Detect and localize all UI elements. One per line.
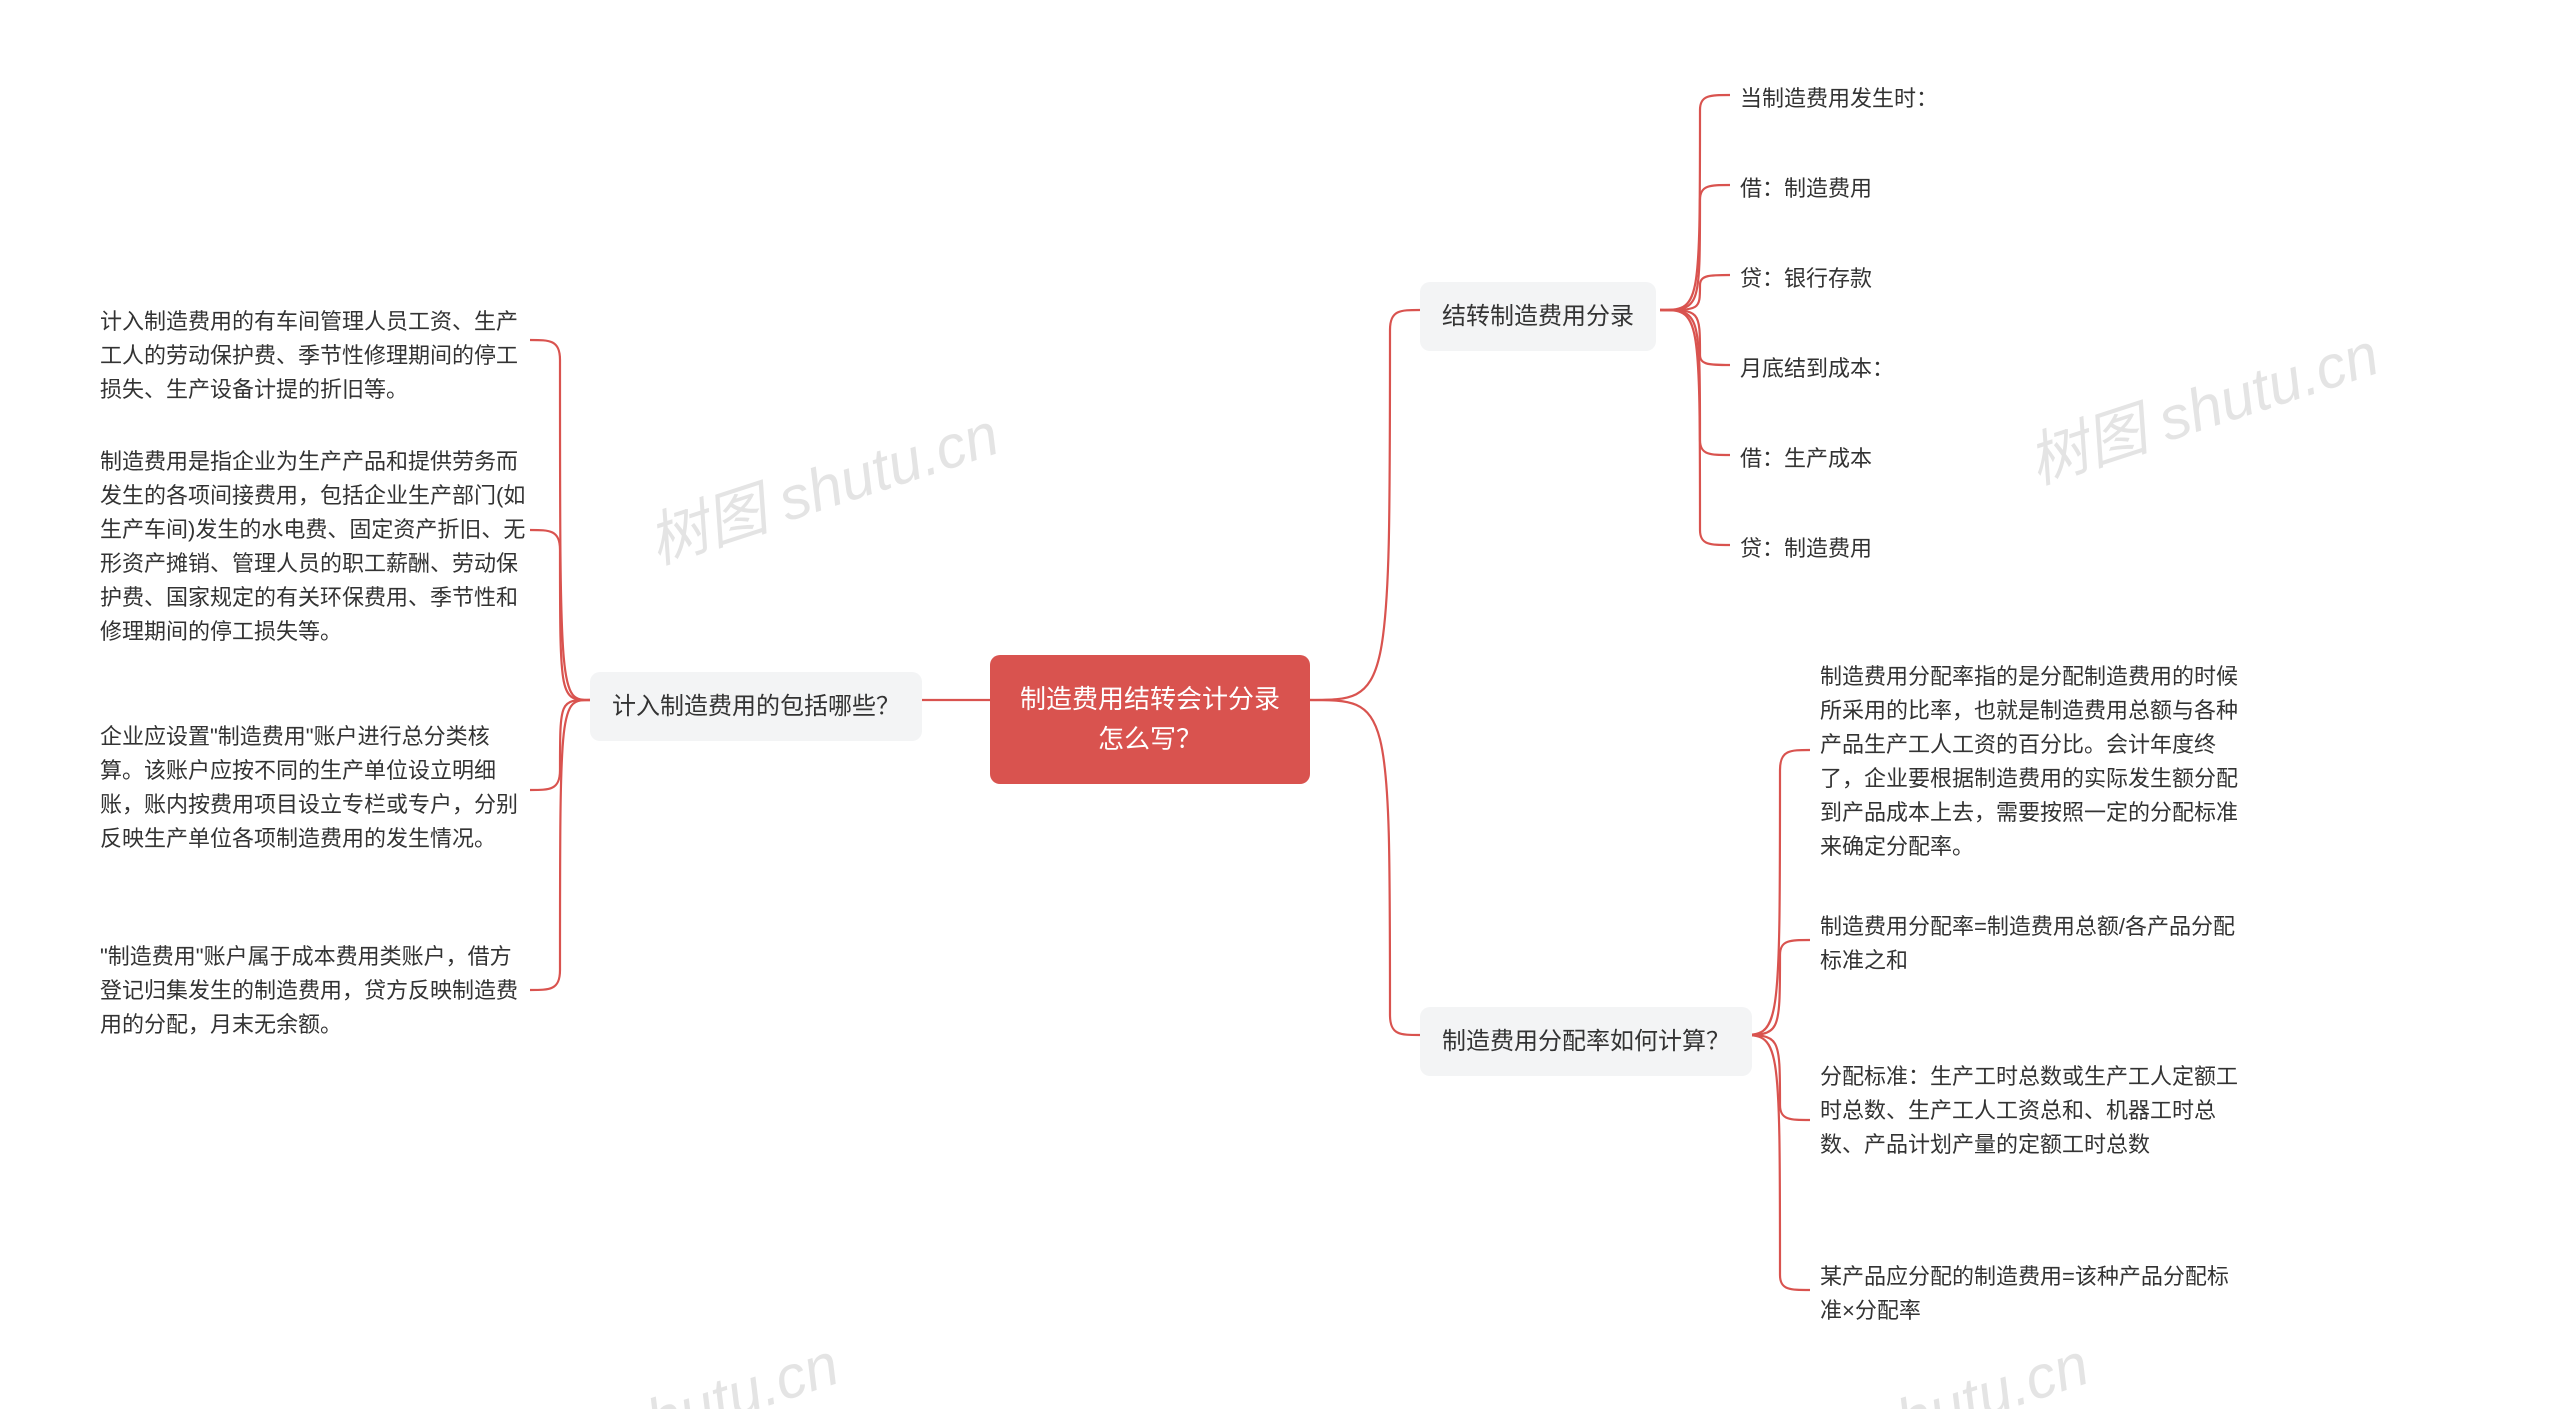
root-label: 制造费用结转会计分录怎么写？: [1020, 684, 1280, 754]
branch-right-0-label: 结转制造费用分录: [1442, 303, 1634, 330]
leaf-r0-3: 月底结到成本：: [1740, 352, 1894, 386]
branch-left-label: 计入制造费用的包括哪些？: [612, 693, 900, 720]
leaf-r0-5: 贷：制造费用: [1740, 532, 1872, 566]
leaf-left-3: "制造费用"账户属于成本费用类账户，借方登记归集发生的制造费用，贷方反映制造费用…: [100, 940, 530, 1042]
leaf-r1-3: 某产品应分配的制造费用=该种产品分配标准×分配率: [1820, 1260, 2250, 1328]
watermark: 树图 shutu.cn: [475, 1316, 848, 1409]
leaf-r0-2: 贷：银行存款: [1740, 262, 1872, 296]
branch-left: 计入制造费用的包括哪些？: [590, 672, 922, 741]
watermark: 树图 shutu.cn: [1725, 1316, 2098, 1409]
leaf-r0-0: 当制造费用发生时：: [1740, 82, 1938, 116]
leaf-r1-0: 制造费用分配率指的是分配制造费用的时候所采用的比率，也就是制造费用总额与各种产品…: [1820, 660, 2250, 865]
branch-right-1-label: 制造费用分配率如何计算？: [1442, 1028, 1730, 1055]
mindmap-canvas: 树图 shutu.cn 树图 shutu.cn 树图 shutu.cn 树图 s…: [0, 0, 2560, 1409]
branch-right-1: 制造费用分配率如何计算？: [1420, 1007, 1752, 1076]
leaf-r0-4: 借：生产成本: [1740, 442, 1872, 476]
watermark: 树图 shutu.cn: [635, 386, 1008, 581]
leaf-r1-2: 分配标准：生产工时总数或生产工人定额工时总数、生产工人工资总和、机器工时总数、产…: [1820, 1060, 2250, 1162]
leaf-r0-1: 借：制造费用: [1740, 172, 1872, 206]
watermark: 树图 shutu.cn: [2015, 306, 2388, 501]
leaf-left-2: 企业应设置"制造费用"账户进行总分类核算。该账户应按不同的生产单位设立明细账，账…: [100, 720, 530, 856]
leaf-left-1: 制造费用是指企业为生产产品和提供劳务而发生的各项间接费用，包括企业生产部门(如生…: [100, 445, 530, 650]
leaf-left-0: 计入制造费用的有车间管理人员工资、生产工人的劳动保护费、季节性修理期间的停工损失…: [100, 305, 530, 407]
leaf-r1-1: 制造费用分配率=制造费用总额/各产品分配标准之和: [1820, 910, 2250, 978]
branch-right-0: 结转制造费用分录: [1420, 282, 1656, 351]
root-node: 制造费用结转会计分录怎么写？: [990, 655, 1310, 784]
